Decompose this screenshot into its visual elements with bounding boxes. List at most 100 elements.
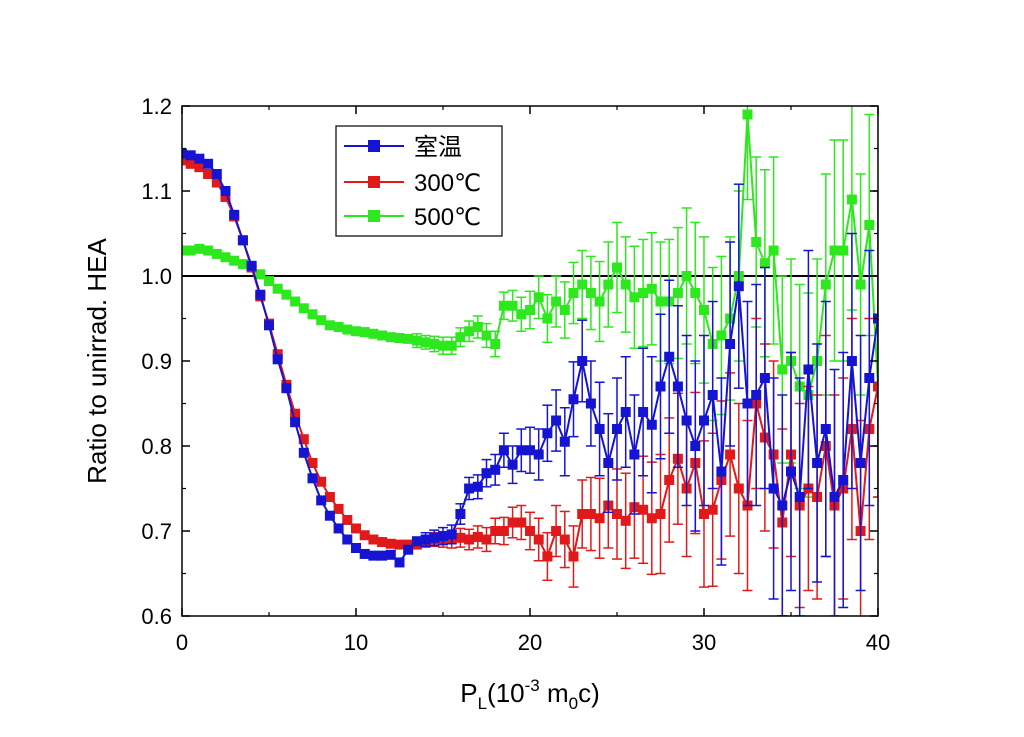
data-point [438,340,448,351]
data-point [812,458,823,468]
data-point [185,245,196,256]
data-point [655,381,666,392]
data-point [568,551,579,562]
data-point [525,305,535,315]
data-point [446,340,457,351]
data-point [290,408,301,419]
data-point [411,536,422,547]
data-point [759,258,770,269]
data-point [394,333,405,344]
data-point [638,504,649,515]
x-tick-label: 40 [866,630,890,655]
data-point [577,356,588,366]
data-point [403,544,414,555]
data-point [873,381,878,392]
data-point [855,458,866,468]
data-point [194,162,205,173]
data-point [846,194,857,205]
y-tick-label: 0.9 [141,349,172,374]
data-point [324,320,335,331]
y-tick-label: 1.1 [141,179,172,204]
data-point [559,436,570,447]
series-0 [182,148,878,616]
data-point [690,288,701,298]
data-point [542,428,553,439]
data-point [751,237,762,247]
data-point [707,504,718,515]
data-point [707,390,718,400]
data-point [533,292,544,303]
data-point [612,424,622,434]
y-tick-label: 0.7 [141,519,172,544]
data-point [290,296,301,307]
data-point [342,514,353,525]
y-axis-title: Ratio to unirrad. HEA [82,238,112,484]
data-point [742,398,753,409]
data-point [420,534,431,545]
data-point [507,459,518,470]
data-point [768,483,779,494]
data-point [864,220,875,230]
data-point [351,523,361,534]
data-point [298,447,309,458]
data-point [182,245,187,256]
legend-marker-room-temp [368,140,380,152]
y-tick-label: 0.8 [141,434,172,459]
data-point [551,526,562,536]
data-point [272,283,283,294]
data-point [568,394,579,405]
data-point [533,534,544,545]
data-point [464,483,475,494]
legend: 室温 300℃ 500℃ [335,125,503,237]
data-point [768,245,779,256]
data-point [455,509,466,519]
x-axis-title: PL(10-3 m0c) [460,676,600,713]
data-point [681,271,692,281]
data-point [342,534,353,545]
data-point [446,529,457,540]
data-point [620,279,631,290]
data-point [351,543,361,553]
legend-entry-500c: 500℃ [344,204,481,231]
data-point [324,510,335,521]
data-point [194,153,205,164]
data-point [794,492,805,502]
data-point [290,417,301,428]
data-point [185,158,196,169]
data-point [542,313,553,324]
data-point [655,509,666,519]
data-point [646,513,657,524]
data-point [255,269,266,280]
data-point [211,169,222,179]
data-point [612,262,622,273]
data-point [324,492,335,502]
data-point [455,532,466,543]
data-point [846,356,857,366]
data-point [481,330,492,341]
data-point [490,526,501,536]
data-point [411,335,422,346]
legend-entry-300c: 300℃ [344,170,481,197]
data-point [272,354,283,365]
data-point [577,279,588,290]
data-point [577,509,588,519]
data-point [203,245,214,256]
data-point [394,557,405,568]
data-point [316,495,327,506]
data-point [464,534,475,545]
data-point [182,155,187,166]
data-point [498,526,509,536]
data-point [394,539,405,550]
legend-marker-500c [368,210,380,222]
data-point [272,349,283,360]
data-point [638,407,649,417]
data-point [498,300,509,311]
legend-marker-300c [368,176,380,188]
x-tick-label: 30 [692,630,716,655]
data-point [472,481,483,492]
data-point [316,476,327,487]
data-point [377,537,388,548]
data-point [716,330,727,341]
data-point [229,209,240,220]
data-point [620,515,631,526]
